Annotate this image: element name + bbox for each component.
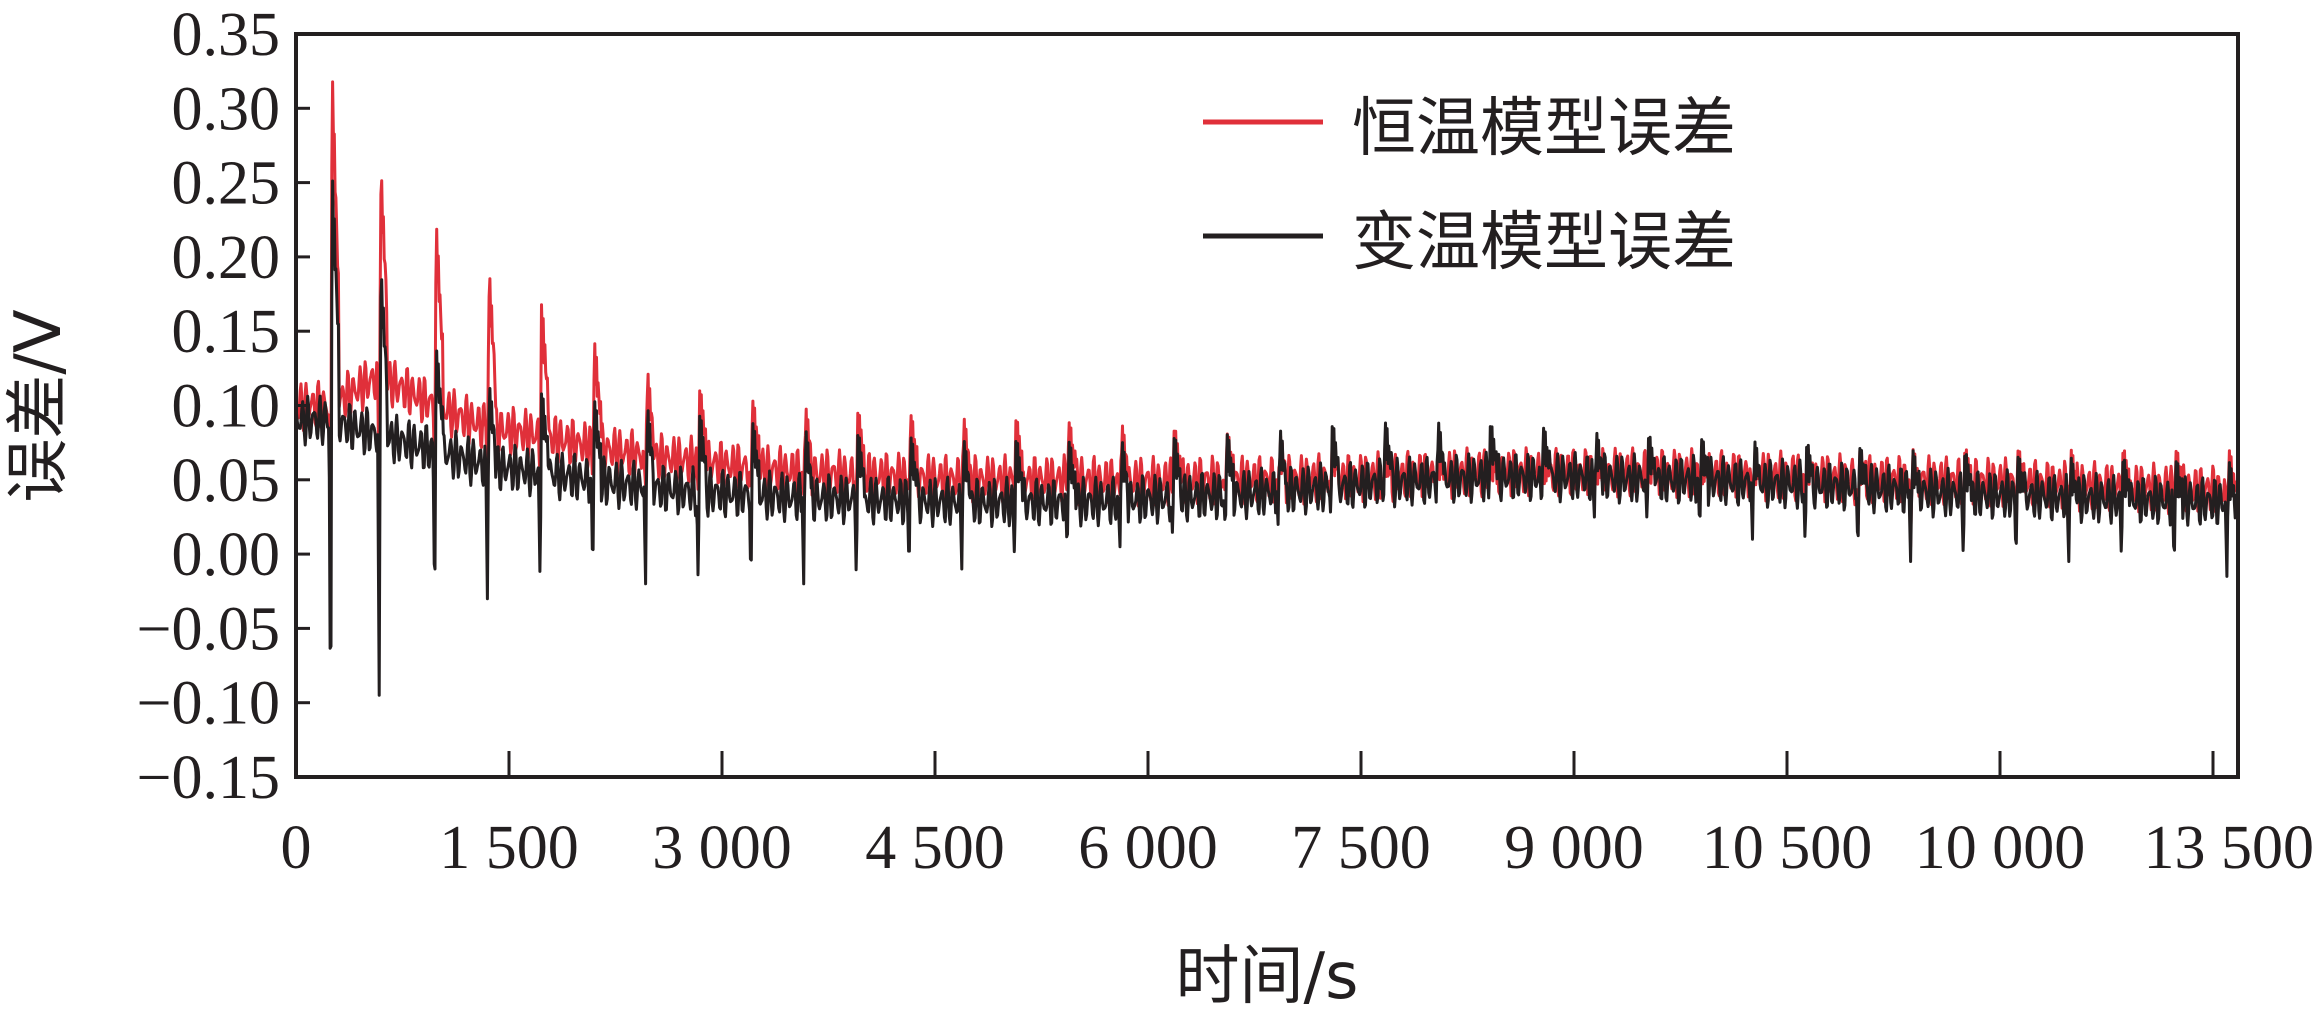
y-tick-label: 0.20 — [172, 224, 281, 292]
series-line-variable-temp — [294, 179, 2239, 697]
y-tick-label: 0.25 — [172, 150, 281, 218]
y-tick-label: 0.05 — [172, 447, 281, 515]
x-tick-label: 13 500 — [2144, 814, 2315, 882]
y-tick-label: 0.10 — [172, 373, 281, 441]
x-tick-label: 3 000 — [652, 814, 792, 882]
x-tick-label: 1 500 — [439, 814, 579, 882]
x-axis-title: 时间/s — [1176, 940, 1359, 1012]
x-tick-label: 10 000 — [1915, 814, 2086, 882]
plot-area — [294, 80, 2239, 697]
x-tick-label: 0 — [281, 814, 312, 882]
y-tick-label: −0.10 — [137, 670, 280, 738]
y-axis-title: 误差/V — [2, 309, 76, 503]
x-tick-label: 10 500 — [1702, 814, 1873, 882]
x-tick-label: 6 000 — [1078, 814, 1218, 882]
plot-frame — [294, 32, 2240, 779]
x-tick-label: 4 500 — [865, 814, 1005, 882]
y-tick-label: 0.30 — [172, 75, 281, 143]
legend-label-variable-temp: 变温模型误差 — [1352, 206, 1736, 280]
y-tick-label: 0.15 — [172, 298, 281, 366]
x-tick-label: 9 000 — [1504, 814, 1644, 882]
x-tick-label: 7 500 — [1291, 814, 1431, 882]
legend: 恒温模型误差 变温模型误差 — [1203, 92, 1736, 280]
y-tick-label: 0.00 — [172, 521, 281, 589]
y-tick-label: 0.35 — [172, 1, 281, 69]
y-tick-label: −0.15 — [137, 744, 280, 812]
x-axis: 0 1 500 3 000 4 500 6 000 7 500 9 000 10 500 10 … — [281, 751, 2315, 882]
y-tick-label: −0.05 — [137, 595, 280, 663]
legend-label-constant-temp: 恒温模型误差 — [1352, 92, 1736, 166]
y-axis: 0.350.30 0.250.200.15 0.100.050.00−0.05 −0.… — [137, 1, 310, 812]
